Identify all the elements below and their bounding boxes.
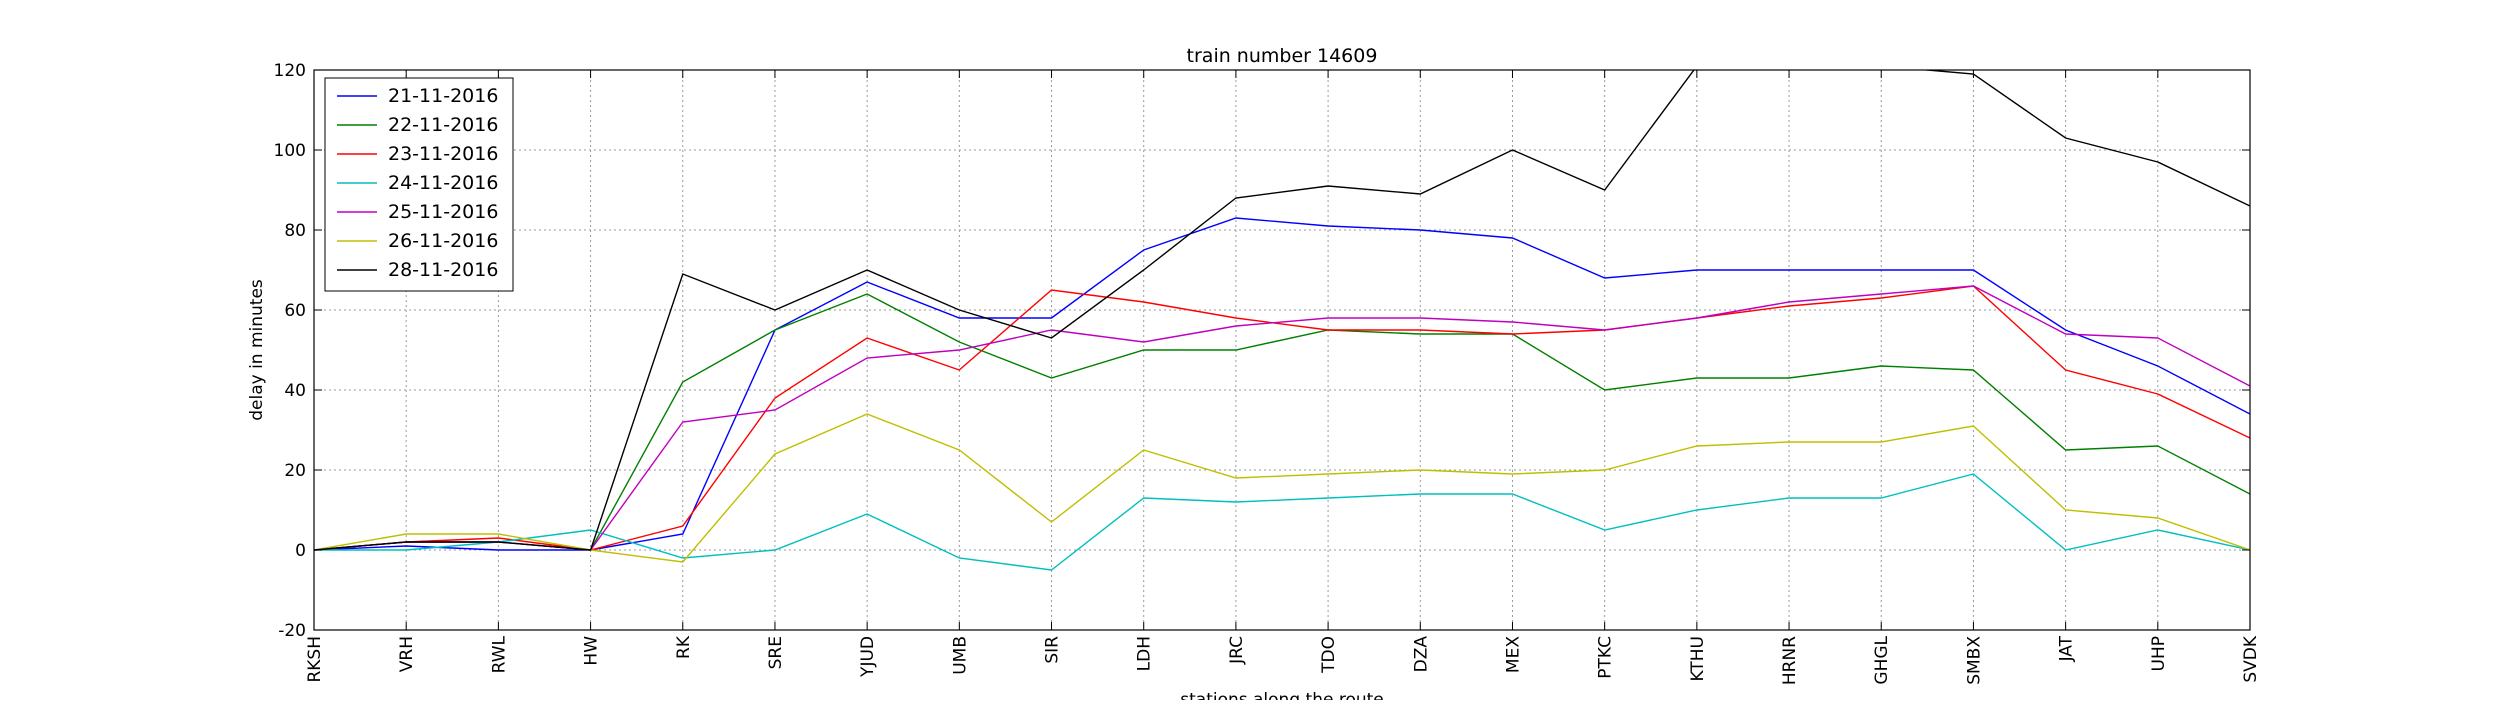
y-tick-label: 40 [284,381,306,401]
legend: 21-11-2016 22-11-2016 23-11-2016 24-11-2016… [324,77,514,292]
x-tick-label: JAT [2057,635,2077,662]
legend-label: 22-11-2016 [388,114,498,136]
x-axis-label: stations along the route [1180,690,1384,700]
x-tick-label: PTKC [1596,636,1616,679]
x-axis: RKSH VRH RWL HW RK SRE YJUD UMB SIR LDH JRC TDO DZA M… [305,70,2261,685]
series-line-24-11-2016 [314,473,2250,571]
x-tick-label: MEX [1503,636,1523,673]
x-tick-label: UHP [2149,636,2169,671]
x-tick-label: SMBX [1964,636,1984,685]
plot-frame [313,69,2251,631]
y-tick-label: 0 [295,541,306,561]
legend-box [324,77,514,292]
y-tick-label: -20 [278,621,306,641]
x-tick-label: KTHU [1688,636,1708,681]
legend-label: 21-11-2016 [388,85,498,107]
x-tick-label: SIR [1043,636,1063,664]
legend-label: 25-11-2016 [388,201,498,223]
y-tick-label: 100 [274,141,306,161]
legend-label: 23-11-2016 [388,143,498,165]
x-tick-label: TDO [1319,636,1339,674]
x-tick-label: RWL [489,635,509,673]
series-line-22-11-2016 [314,293,2250,551]
legend-label: 28-11-2016 [388,259,498,281]
x-tick-label: LDH [1135,636,1155,671]
series-line-23-11-2016 [314,285,2250,551]
y-tick-label: 120 [274,61,306,81]
series-line-26-11-2016 [314,413,2250,563]
y-axis: -20 0 20 40 60 80 100 120 [274,61,2250,641]
grid [313,69,2251,631]
series-line-21-11-2016 [314,217,2250,551]
x-tick-label: DZA [1411,636,1431,673]
y-tick-label: 80 [284,221,306,241]
x-tick-label: UMB [950,636,970,675]
y-tick-label: 20 [284,461,306,481]
x-tick-label: RK [674,635,694,659]
x-tick-label: VRH [397,636,417,672]
x-tick-label: HW [582,636,602,666]
series-line-25-11-2016 [314,285,2250,551]
x-tick-label: GHGL [1872,635,1892,684]
legend-label: 26-11-2016 [388,230,498,252]
x-tick-label: HRNR [1780,636,1800,685]
x-tick-label: SVDK [2241,635,2261,683]
series-line-28-11-2016 [314,70,2250,551]
x-tick-label: YJUD [858,636,878,678]
x-tick-label: JRC [1227,636,1247,665]
series-lines [314,70,2250,571]
legend-label: 24-11-2016 [388,172,498,194]
y-tick-label: 60 [284,301,306,321]
x-tick-label: RKSH [305,636,325,683]
y-axis-label: delay in minutes [247,279,267,421]
chart-title: train number 14609 [1187,45,1378,67]
x-tick-label: SRE [766,636,786,669]
